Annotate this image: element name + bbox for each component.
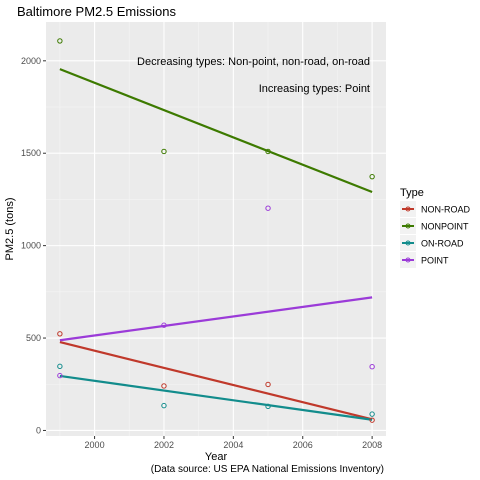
x-tick-label: 2008 <box>362 440 382 450</box>
x-tick-label: 2000 <box>85 440 105 450</box>
data-point-point <box>369 363 375 370</box>
x-tick-label: 2004 <box>223 440 243 450</box>
y-axis-label: PM2.5 (tons) <box>4 198 16 261</box>
data-point-non-road <box>161 383 167 389</box>
plot-panel <box>46 22 386 436</box>
chart-title: Baltimore PM2.5 Emissions <box>17 4 176 19</box>
legend-title: Type <box>400 187 424 199</box>
legend-key-point <box>405 240 411 246</box>
data-points <box>57 38 375 423</box>
legend-key-point <box>405 257 411 263</box>
data-point-nonpoint <box>161 148 167 155</box>
trend-lines <box>59 68 373 421</box>
y-tick-label: 500 <box>26 333 41 343</box>
data-point-non-road <box>369 417 375 423</box>
x-axis-label: Year <box>205 451 228 463</box>
y-tick-label: 1000 <box>21 241 41 251</box>
data-point-point <box>161 322 167 328</box>
x-tick-label: 2002 <box>154 440 174 450</box>
legend: NON-ROAD NONPOINT ON-ROAD POINT <box>400 201 470 268</box>
trend-line-point <box>59 296 373 342</box>
data-point-on-road <box>161 402 167 409</box>
data-point-point <box>265 205 271 211</box>
annotation-increasing: Increasing types: Point <box>259 83 370 95</box>
x-tick-label: 2006 <box>293 440 313 450</box>
trend-line-on-road <box>59 374 373 421</box>
data-point-point <box>57 372 63 379</box>
data-point-on-road <box>369 411 375 417</box>
data-point-non-road <box>265 381 271 388</box>
data-point-on-road <box>57 363 63 370</box>
legend-key-point <box>405 223 411 229</box>
y-tick-label: 0 <box>36 425 41 435</box>
trend-line-nonpoint <box>59 68 373 194</box>
data-point-on-road <box>265 403 271 410</box>
legend-label-nonpoint: NONPOINT <box>421 222 469 232</box>
annotation-decreasing: Decreasing types: Non-point, non-road, o… <box>137 56 370 68</box>
axes: 2000 2002 2004 2006 2008 0 500 1000 1500 2000 <box>21 56 382 450</box>
y-tick-label: 1500 <box>21 148 41 158</box>
legend-label-on-road: ON-ROAD <box>421 239 464 249</box>
y-tick-label: 2000 <box>21 56 41 66</box>
trend-line-non-road <box>59 341 373 421</box>
legend-key-point <box>405 206 411 212</box>
legend-label-point: POINT <box>421 256 449 266</box>
legend-label-non-road: NON-ROAD <box>421 205 470 215</box>
data-point-non-road <box>57 331 63 337</box>
data-point-nonpoint <box>57 38 63 44</box>
data-point-nonpoint <box>265 148 271 155</box>
data-source-caption: (Data source: US EPA National Emissions … <box>151 464 384 475</box>
data-point-nonpoint <box>369 173 375 180</box>
